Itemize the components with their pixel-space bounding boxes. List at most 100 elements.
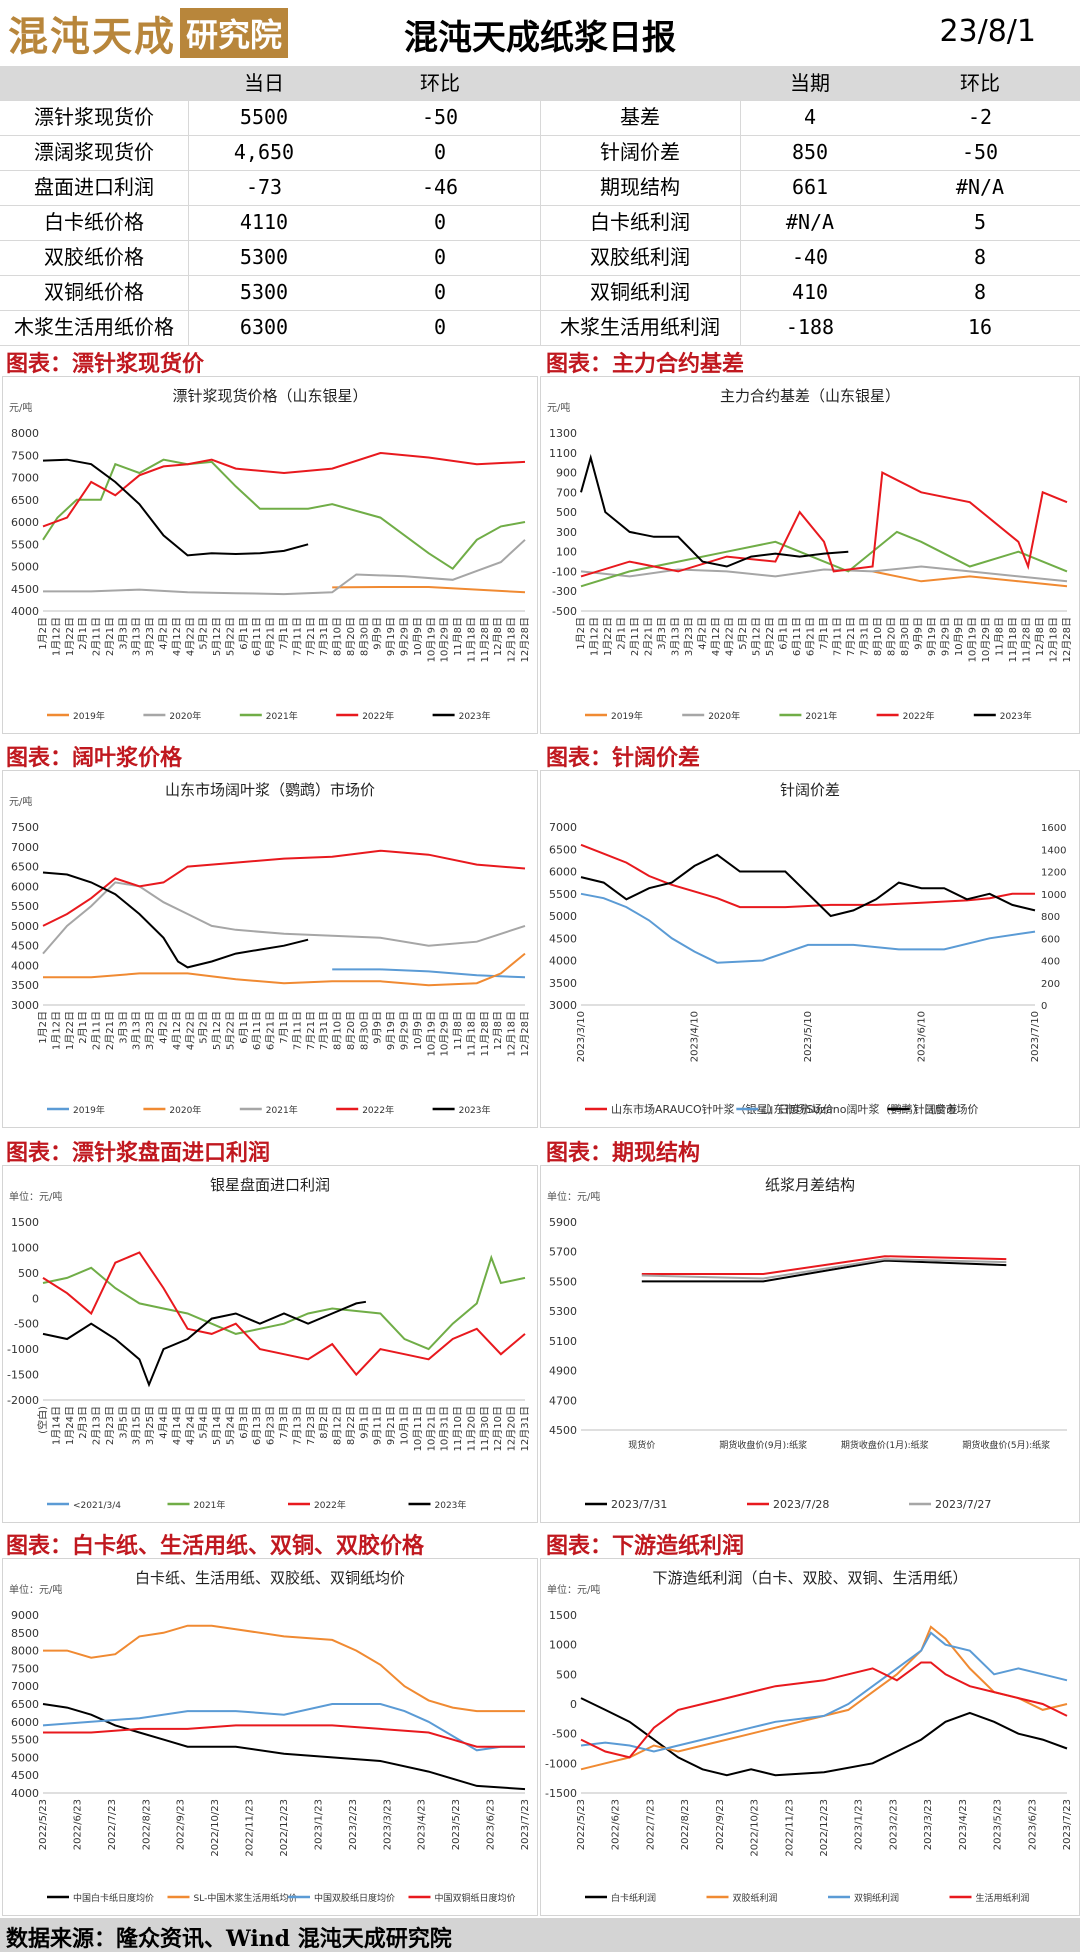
y-tick-label: 5700 [549,1246,577,1259]
x-tick-label: 8月10日 [332,617,344,656]
x-tick-label: 2月1日 [616,617,628,650]
x-category-label: 期货收盘价(5月):纸浆 [962,1439,1050,1451]
x-tick-label: 2月21日 [104,617,116,656]
x-tick-label: 3月5日 [117,1406,129,1439]
legend-label: 2020年 [169,710,201,722]
table-cell: 0 [433,210,447,234]
series-line [580,853,1036,918]
x-tick-label: 8月20日 [886,617,898,656]
x-tick-label: 8月10日 [872,617,884,656]
x-tick-label: 12月8日 [492,617,504,656]
x-tick-label: 2022/5/23 [38,1799,49,1850]
x-tick-label: 10月9日 [412,1011,424,1050]
x-tick-label: 9月9日 [913,617,925,650]
y-tick-label: 100 [556,546,577,559]
x-tick-label: 11月20日 [465,1406,477,1451]
x-tick-label: 2023/4/10 [690,1011,701,1062]
y-tick-label: 4500 [11,940,39,953]
y-tick-label: 6500 [11,861,39,874]
chart-hardwood-price: 山东市场阔叶浆（鹦鹉）市场价 元/吨 3000 3500 4000 4500 5000 550… [2,770,538,1128]
table-cell: 6300 [239,315,289,339]
legend-label: 2021年 [266,710,298,722]
series-line [42,1254,526,1351]
axis-unit-label: 单位：元/吨 [9,1583,62,1596]
series-line [42,881,526,955]
y-tick-label: -1500 [545,1787,577,1800]
legend-label: 2023/7/28 [773,1498,829,1511]
x-tick-label: 3月23日 [144,1011,156,1050]
table-cell: 基差 [620,105,660,129]
x-tick-label: 4月4日 [158,1406,170,1439]
x-tick-label: 4月14日 [171,1406,183,1445]
footer-source: 数据来源：隆众资讯、Wind 混沌天成研究院 [6,1926,452,1952]
legend-label: <2021/3/4 [73,1501,121,1511]
x-tick-label: 5月22日 [224,617,236,656]
x-tick-label: 2022/11/23 [784,1799,795,1857]
x-tick-label: 2023/5/10 [803,1011,814,1062]
y-tick-label: 5000 [11,561,39,574]
x-tick-label: 4月22日 [184,1011,196,1050]
y-tick-label: 5900 [549,1216,577,1229]
x-tick-label: 3月15日 [131,1406,143,1445]
x-tick-label: 3月3日 [117,617,129,650]
y-tick-label: 6000 [11,880,39,893]
y-tick-label: 8500 [11,1627,39,1640]
y-tick-label: -300 [552,585,577,598]
x-tick-label: 8月22日 [345,1406,357,1445]
x-tick-label: 2022/9/23 [715,1799,726,1850]
x-tick-label: 2023/7/23 [1062,1799,1073,1850]
y-tick-label: 6000 [11,516,39,529]
legend-label: 2023/7/27 [935,1498,991,1511]
y-tick-label: -500 [14,1318,39,1331]
x-tick-label: 10月9日 [412,617,424,656]
chart-softwood-spot: 漂针浆现货价格（山东银星） 元/吨 4000 4500 5000 5500 6000 6500… [2,376,538,734]
x-tick-label: 12月18日 [1048,617,1060,662]
y-tick-label: 1000 [549,1639,577,1652]
y-tick-label: 5500 [549,888,577,901]
x-tick-label: 2023/1/23 [313,1799,324,1850]
x-tick-label: 2月21日 [643,617,655,656]
x-tick-label: 2023/2/23 [888,1799,899,1850]
y-tick-label: 4500 [549,932,577,945]
y-tick-label: -500 [552,605,577,618]
legend-label: 2021年 [194,1499,226,1511]
x-tick-label: 1月12日 [50,1011,62,1050]
section-title-softwood-spot: 图表：漂针浆现货价 [6,351,205,377]
series-line [332,586,526,594]
x-tick-label: 10月19日 [967,617,979,662]
x-tick-label: 5月2日 [198,617,210,650]
x-tick-label: 2023/7/23 [520,1799,531,1850]
x-tick-label: 12月31日 [519,1406,531,1451]
x-tick-label: 10月19日 [425,1011,437,1056]
x-tick-label: 2月3日 [77,1406,89,1439]
table-cell: 16 [967,315,993,339]
legend-label: 山东市场Suzano阔叶浆（鹦鹉）日度市场价 [762,1102,978,1116]
x-tick-label: 12月28日 [519,617,531,662]
table-cell: 4,650 [233,140,295,164]
section-title-basis: 图表：主力合约基差 [546,351,745,377]
x-tick-label: 2023/6/10 [917,1011,928,1062]
table-cell: -40 [791,245,829,269]
y2-tick-label: 800 [1041,912,1060,923]
x-tick-label: 12月18日 [506,1011,518,1056]
x-tick-label: 12月10日 [492,1406,504,1451]
x-tick-label: 1月2日 [575,617,587,650]
x-tick-label: 11月18日 [465,617,477,662]
y-tick-label: 3500 [549,977,577,990]
table-cell: 盘面进口利润 [34,175,154,199]
y-tick-label: 4500 [549,1424,577,1437]
x-tick-label: 6月1日 [778,617,790,650]
legend-label: 2023年 [459,710,491,722]
x-tick-label: 11月30日 [479,1406,491,1451]
x-tick-label: 7月31日 [859,617,871,656]
x-tick-label: 10月1日 [399,1406,411,1445]
y-tick-label: 5100 [549,1335,577,1348]
series-line [872,570,1068,588]
x-tick-label: 9月21日 [385,1406,397,1445]
chart-title: 下游造纸利润（白卡、双胶、双铜、生活用纸） [652,1569,967,1587]
series-line [641,1258,1007,1280]
x-tick-label: 1月24日 [64,1406,76,1445]
y-tick-label: 4000 [549,955,577,968]
x-tick-label: 3月13日 [670,617,682,656]
table-cell: -73 [245,175,283,199]
